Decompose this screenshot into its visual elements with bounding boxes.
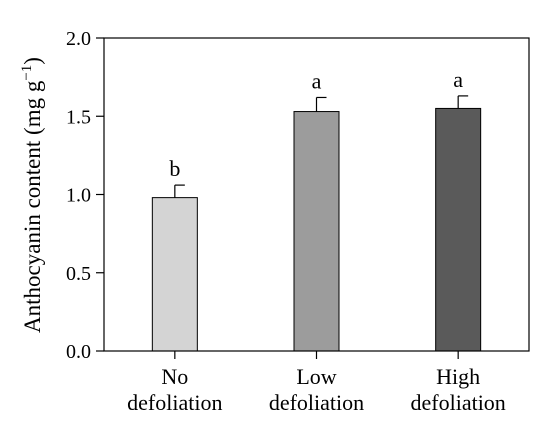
x-tick-label-line: Low: [296, 364, 336, 389]
x-tick-label: Low defoliation: [269, 364, 364, 415]
y-axis-label-text: Anthocyanin content (mg g: [20, 80, 45, 333]
y-axis-label-superscript: −1: [19, 65, 35, 81]
x-tick-label-line: defoliation: [269, 390, 364, 415]
x-tick-label: No defoliation: [127, 364, 222, 415]
y-axis-label: Anthocyanin content (mg g−1): [19, 57, 45, 333]
significance-letter: a: [312, 68, 322, 93]
bar: [293, 111, 340, 352]
x-tick-label-line: defoliation: [127, 390, 222, 415]
y-tick-label: 1.0: [66, 185, 91, 207]
x-tick-label-line: High: [436, 364, 480, 389]
bar: [151, 197, 198, 352]
significance-letter: a: [453, 67, 463, 92]
y-axis-label-close: ): [20, 57, 45, 65]
significance-letter: b: [169, 156, 180, 181]
bar: [435, 107, 482, 352]
x-tick-label-line: No: [161, 364, 188, 389]
y-tick-label: 0.0: [66, 341, 91, 363]
y-tick-label: 0.5: [66, 263, 91, 285]
y-tick-label: 1.5: [66, 106, 91, 128]
y-tick-label: 2.0: [66, 28, 91, 50]
plot-area: b a a: [151, 67, 482, 352]
x-tick-label-line: defoliation: [411, 390, 506, 415]
x-tick-label: High defoliation: [411, 364, 506, 415]
